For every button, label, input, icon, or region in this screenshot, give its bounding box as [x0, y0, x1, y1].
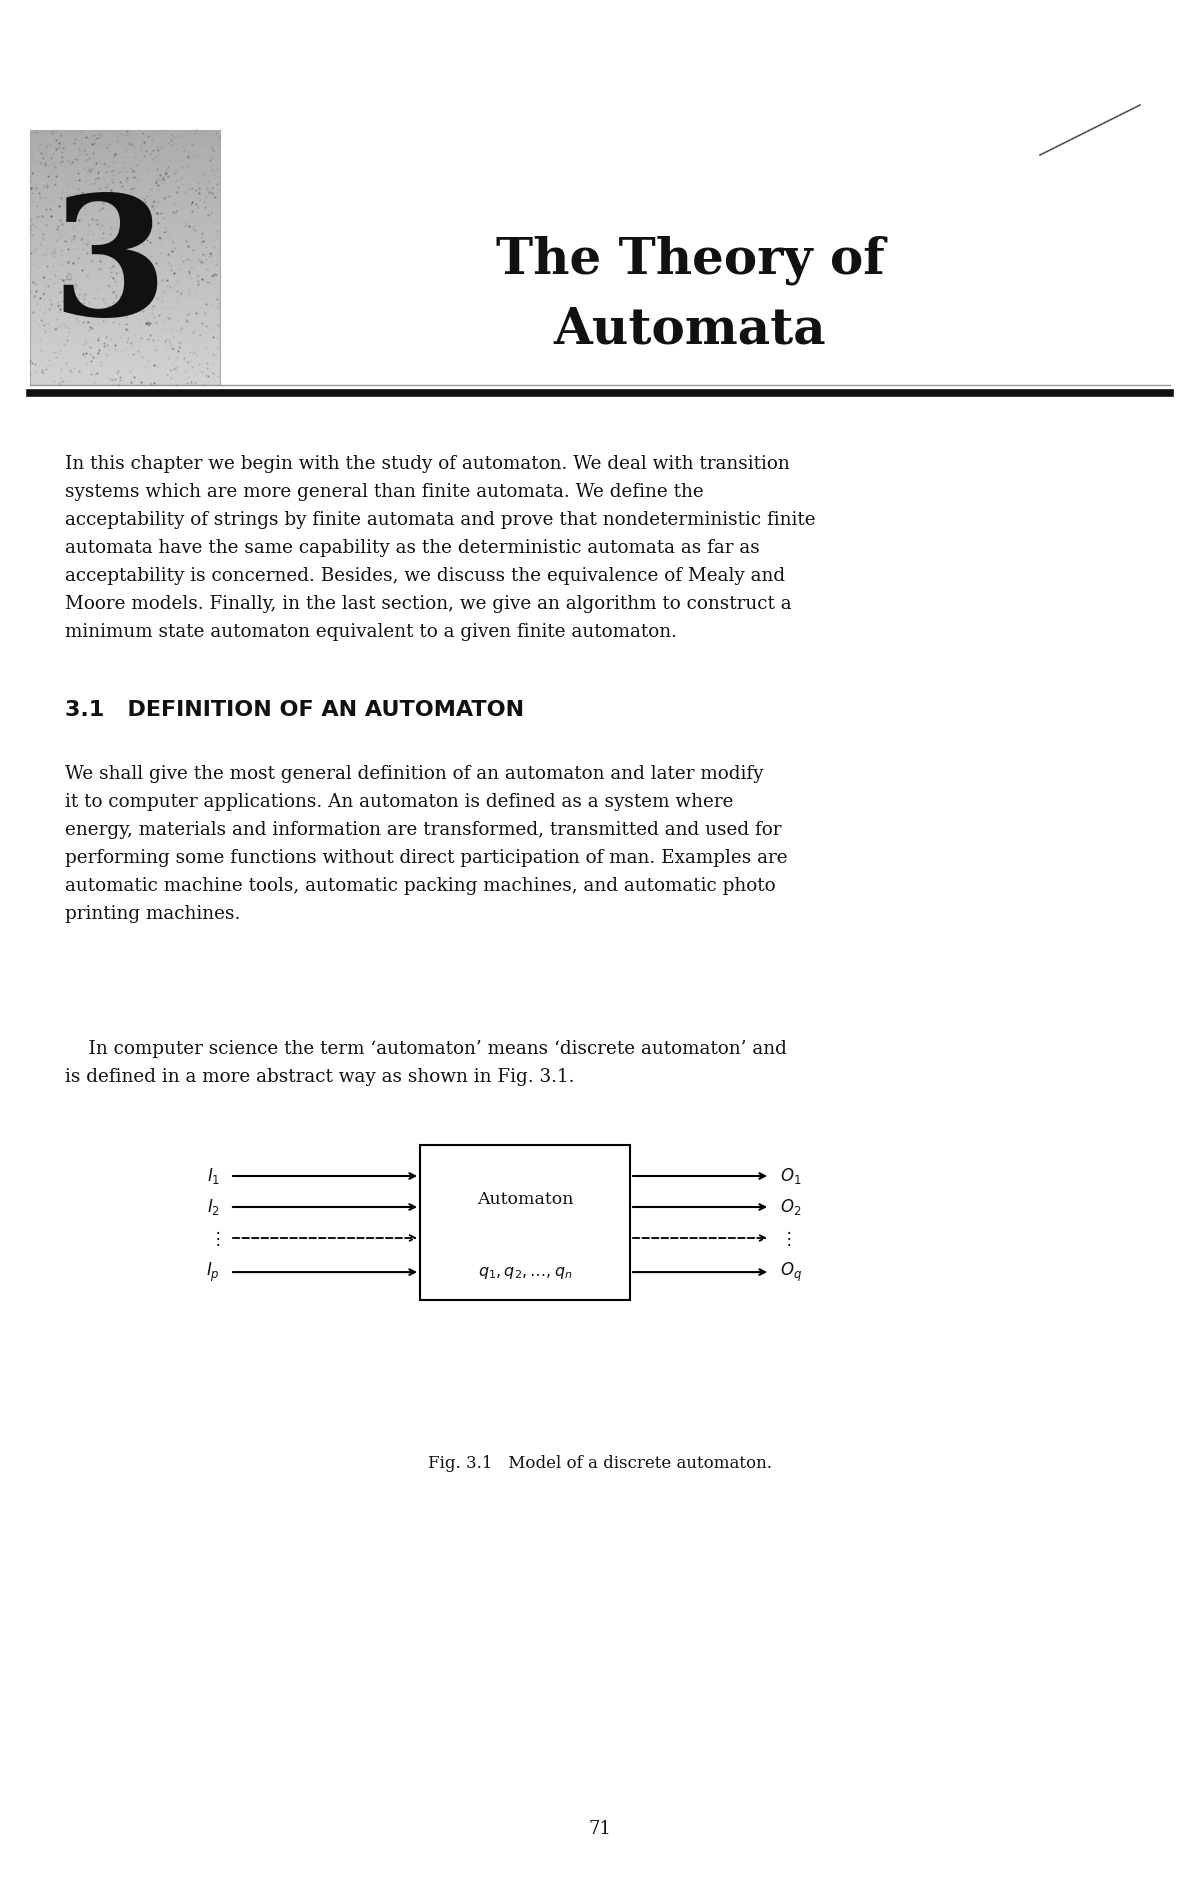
Bar — [30, 241, 220, 250]
Text: We shall give the most general definition of an automaton and later modify
it to: We shall give the most general definitio… — [65, 765, 787, 923]
Bar — [30, 267, 220, 274]
Bar — [30, 368, 220, 376]
Text: $\vdots$: $\vdots$ — [209, 1229, 220, 1248]
Bar — [30, 156, 220, 163]
Text: $\vdots$: $\vdots$ — [780, 1229, 791, 1248]
Bar — [30, 274, 220, 284]
Text: is defined in a more abstract way as shown in Fig. 3.1.: is defined in a more abstract way as sho… — [65, 1067, 575, 1086]
Text: Automata: Automata — [553, 306, 827, 355]
Bar — [420, 1144, 630, 1300]
Bar — [30, 147, 220, 156]
Text: $O_2$: $O_2$ — [780, 1197, 802, 1218]
Bar — [30, 257, 220, 267]
Text: $I_1$: $I_1$ — [206, 1167, 220, 1186]
Bar — [30, 351, 220, 359]
Bar — [30, 224, 220, 231]
Bar — [30, 325, 220, 334]
Text: $O_1$: $O_1$ — [780, 1167, 802, 1186]
Bar — [30, 197, 220, 207]
Bar — [30, 284, 220, 291]
Bar — [30, 231, 220, 241]
Bar — [30, 318, 220, 325]
Bar — [30, 214, 220, 224]
Text: In computer science the term ‘automaton’ means ‘discrete automaton’ and: In computer science the term ‘automaton’… — [65, 1039, 787, 1058]
Bar — [30, 359, 220, 368]
Bar — [30, 308, 220, 318]
Bar — [30, 342, 220, 351]
Text: $q_1, q_2, \ldots, q_n$: $q_1, q_2, \ldots, q_n$ — [478, 1263, 572, 1281]
Bar — [30, 190, 220, 197]
Bar — [30, 130, 220, 385]
Bar — [30, 173, 220, 180]
Bar — [30, 250, 220, 257]
Bar — [30, 130, 220, 139]
Text: 71: 71 — [588, 1821, 612, 1838]
Bar — [30, 376, 220, 385]
Text: In this chapter we begin with the study of automaton. We deal with transition
sy: In this chapter we begin with the study … — [65, 455, 816, 641]
Text: 3: 3 — [52, 190, 168, 351]
Bar — [30, 180, 220, 190]
Bar — [30, 291, 220, 301]
Bar — [30, 334, 220, 342]
Text: $I_p$: $I_p$ — [206, 1261, 220, 1283]
Text: 3.1   DEFINITION OF AN AUTOMATON: 3.1 DEFINITION OF AN AUTOMATON — [65, 701, 524, 720]
Bar — [30, 163, 220, 173]
Text: Fig. 3.1   Model of a discrete automaton.: Fig. 3.1 Model of a discrete automaton. — [428, 1454, 772, 1471]
Bar — [30, 207, 220, 214]
Bar — [30, 139, 220, 147]
Bar — [30, 301, 220, 308]
Text: $I_2$: $I_2$ — [206, 1197, 220, 1218]
Text: $O_q$: $O_q$ — [780, 1261, 802, 1283]
Text: Automaton: Automaton — [476, 1191, 574, 1208]
Text: The Theory of: The Theory of — [496, 235, 884, 286]
